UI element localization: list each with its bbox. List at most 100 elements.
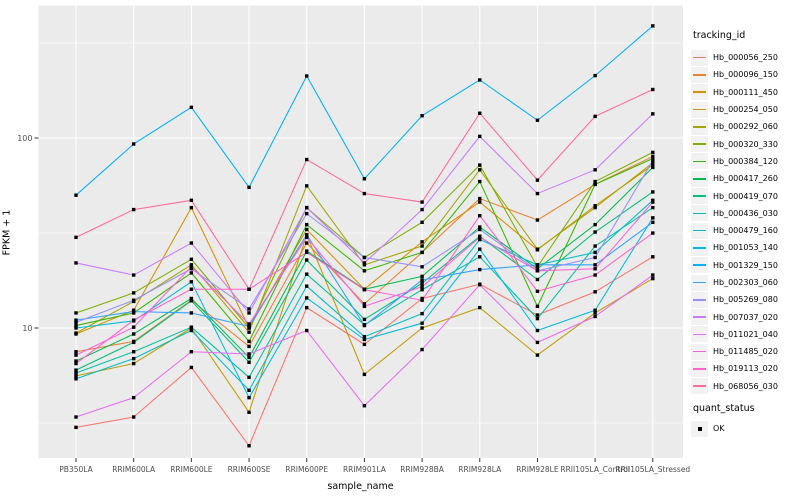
data-point — [651, 190, 655, 194]
x-tick-label: RRII105LA_Stressed — [615, 465, 690, 474]
x-tick-label: RRIM600LA — [112, 465, 156, 474]
data-point — [593, 250, 597, 255]
data-point — [74, 235, 78, 240]
data-point — [362, 288, 367, 292]
legend-label: Hb_000056_250 — [713, 53, 778, 63]
legend-label: Hb_000096_150 — [713, 70, 778, 80]
data-point — [247, 322, 251, 326]
data-point — [305, 211, 309, 216]
data-point — [535, 328, 540, 333]
legend-line-swatch — [693, 350, 706, 353]
legend-entry: Hb_000417_260 — [691, 170, 778, 187]
legend-entry: Hb_000436_030 — [691, 205, 778, 222]
x-tick-label: RRIM600SE — [228, 465, 271, 474]
data-point — [593, 179, 597, 184]
data-point — [420, 284, 424, 289]
data-point — [74, 361, 78, 366]
data-point — [189, 205, 194, 210]
legend-line-swatch — [693, 316, 706, 318]
legend-key — [691, 222, 708, 239]
legend-entry: Hb_000419_070 — [691, 187, 778, 205]
data-point — [535, 265, 540, 269]
legend-line-swatch — [693, 108, 706, 111]
data-point — [651, 163, 655, 167]
legend-label: Hb_000417_260 — [713, 174, 778, 184]
data-point — [478, 235, 482, 240]
data-point — [593, 244, 597, 248]
data-point — [420, 288, 424, 292]
legend-key — [691, 309, 708, 326]
legend-line-swatch — [693, 91, 706, 94]
data-point — [74, 193, 78, 197]
data-point — [420, 278, 424, 282]
data-point — [74, 323, 78, 328]
legend-line-swatch — [693, 160, 706, 163]
legend-entry: Hb_007037_020 — [691, 308, 778, 326]
data-point — [478, 255, 482, 259]
data-point — [305, 232, 309, 237]
data-point — [247, 352, 251, 356]
data-point — [362, 334, 367, 339]
legend-line-swatch — [693, 74, 706, 76]
data-point — [651, 165, 655, 170]
data-point — [535, 304, 540, 309]
data-point — [131, 309, 136, 314]
data-point — [305, 305, 309, 310]
data-point — [131, 273, 136, 277]
legend-key — [691, 326, 708, 343]
data-point — [478, 227, 482, 232]
legend-line-swatch — [693, 143, 706, 145]
data-point — [651, 200, 655, 204]
data-point — [247, 330, 251, 334]
data-point — [305, 222, 309, 227]
y-axis-title: FPKM + 1 — [1, 209, 13, 256]
legend-line-swatch — [693, 56, 706, 59]
data-point — [189, 271, 194, 275]
legend-label: Hb_007037_020 — [713, 312, 778, 322]
legend-label: Hb_019113_020 — [713, 364, 778, 374]
data-point — [535, 289, 540, 294]
legend-line-swatch — [693, 177, 706, 180]
legend-entry: Hb_000320_330 — [691, 135, 778, 153]
legend-line-swatch — [693, 195, 706, 197]
data-point — [305, 296, 309, 300]
data-point — [651, 154, 655, 159]
data-point — [305, 205, 309, 210]
data-point — [189, 311, 194, 315]
legend-label: Hb_011021_040 — [713, 329, 778, 339]
legend-key — [691, 66, 708, 83]
legend-entry: Hb_068056_030 — [691, 378, 778, 395]
data-point — [74, 331, 78, 335]
data-point — [420, 240, 424, 244]
data-point — [131, 325, 136, 329]
data-point — [362, 317, 367, 322]
legend-line-swatch — [693, 247, 706, 249]
data-point — [74, 415, 78, 419]
data-point — [189, 263, 194, 267]
data-point — [651, 161, 655, 165]
data-point — [420, 244, 424, 248]
data-point — [74, 368, 78, 372]
data-point — [420, 281, 424, 285]
data-point — [535, 118, 540, 122]
data-point — [651, 87, 655, 92]
legend-line-swatch — [693, 385, 706, 388]
data-point — [593, 263, 597, 267]
data-point — [535, 218, 540, 222]
data-point — [247, 444, 251, 448]
legend-key — [691, 101, 708, 118]
data-point — [478, 163, 482, 167]
data-point — [478, 168, 482, 172]
square-point-icon — [697, 426, 702, 431]
legend-key — [691, 84, 708, 101]
data-point — [131, 361, 136, 366]
legend-label: Hb_005269_080 — [713, 295, 778, 305]
data-point — [74, 371, 78, 375]
x-tick-label: RRIM600LE — [170, 465, 213, 474]
legend-entry: Hb_000384_120 — [691, 153, 778, 170]
data-point — [74, 359, 78, 363]
data-point — [651, 112, 655, 116]
data-point — [305, 74, 309, 78]
data-point — [478, 134, 482, 139]
legend-label: Hb_000292_060 — [713, 122, 778, 132]
